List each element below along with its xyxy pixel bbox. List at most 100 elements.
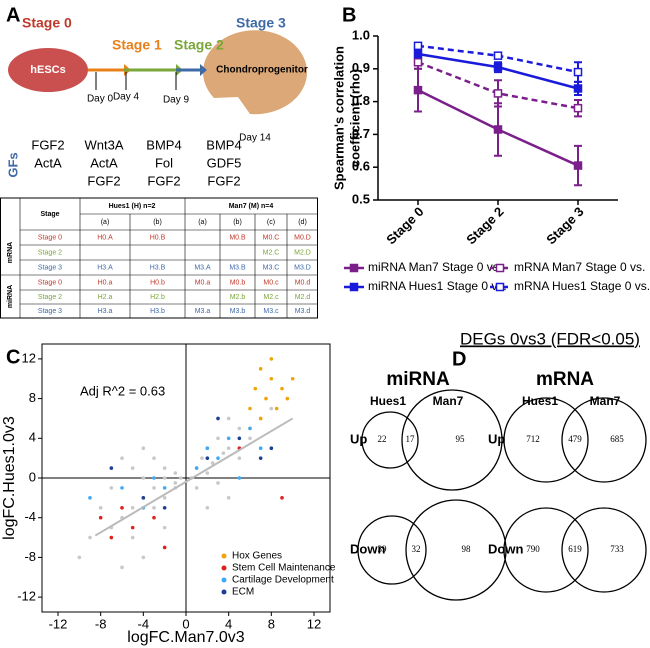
point <box>258 367 263 371</box>
marker <box>493 51 503 60</box>
point <box>216 436 220 441</box>
table-text: Stage 3 <box>38 308 62 315</box>
table-text: M2.c <box>263 294 279 301</box>
legend-label: miRNA Man7 Stage 0 vs. <box>368 260 502 274</box>
point <box>173 471 178 475</box>
point <box>162 486 167 490</box>
venn-count: 95 <box>456 434 466 444</box>
point <box>269 446 274 451</box>
point <box>130 466 135 470</box>
panel-label: C <box>6 346 20 368</box>
y-tick-label: 0.7 <box>352 126 370 141</box>
point <box>120 565 124 570</box>
point <box>205 446 210 451</box>
point <box>162 525 167 530</box>
point <box>269 406 274 411</box>
growth-factor: FGF2 <box>87 173 120 188</box>
legend-label: mRNA Man7 Stage 0 vs. <box>514 260 645 274</box>
marker <box>573 67 583 77</box>
x-tick-label: 4 <box>225 616 232 631</box>
stage-label: Stage 3 <box>236 15 286 31</box>
table-text: M3.B <box>229 264 246 271</box>
day-label: Day 14 <box>239 133 271 144</box>
table-text: Stage 2 <box>38 249 62 256</box>
table-text: M2.b <box>230 294 246 301</box>
venn-count: 712 <box>526 434 540 444</box>
table-text: H2.a <box>98 294 113 301</box>
y-tick-label: 0.9 <box>352 60 370 75</box>
group-label: mRNA <box>536 369 594 390</box>
table-text: M2.C <box>263 249 280 256</box>
y-tick-label: 0 <box>29 469 36 484</box>
table-text: (a) <box>101 219 110 226</box>
point <box>226 496 231 500</box>
column-label: Man7 <box>433 394 464 408</box>
point <box>264 396 268 401</box>
legend-label: mRNA Hues1 Stage 0 vs. <box>514 279 650 293</box>
marker <box>493 62 503 72</box>
table-text: M0.c <box>263 279 279 286</box>
end-cell-shape <box>203 30 308 115</box>
point <box>221 451 226 455</box>
table-text: mRNA <box>7 242 14 263</box>
table-text: H0.a <box>98 279 113 286</box>
marker <box>573 103 583 113</box>
table-text: M0.C <box>263 234 280 241</box>
venn-count: 685 <box>610 434 624 444</box>
table-text: M3.A <box>194 264 211 271</box>
point <box>162 505 167 510</box>
point <box>162 496 167 500</box>
point <box>205 456 210 460</box>
point <box>253 386 258 391</box>
table-text: M2.d <box>295 294 311 301</box>
legend-label: ECM <box>232 587 254 598</box>
point <box>152 456 156 460</box>
annotation: Adj R^2 = 0.63 <box>80 383 165 398</box>
day-label: Day 4 <box>113 92 140 103</box>
point <box>274 406 279 411</box>
marker <box>413 85 423 95</box>
point <box>290 376 295 381</box>
venn-count: 98 <box>462 544 472 554</box>
point <box>178 476 183 480</box>
marker <box>493 89 503 98</box>
point <box>162 476 167 480</box>
venn-circle <box>361 411 419 469</box>
point <box>216 481 220 485</box>
fit-line <box>94 417 294 537</box>
growth-factor: ActA <box>90 155 118 170</box>
point <box>226 416 231 421</box>
start-cell: hESCs <box>30 64 65 76</box>
venn-circle <box>357 515 427 585</box>
point <box>120 486 124 490</box>
point <box>258 456 263 460</box>
row-label: Up <box>350 431 367 446</box>
point <box>258 446 263 451</box>
table-text: Stage 2 <box>38 294 62 301</box>
y-tick-label: -12 <box>17 589 36 604</box>
growth-factor: Fol <box>155 155 173 170</box>
table-text: M3.C <box>263 264 280 271</box>
legend-label: Stem Cell Maintenance <box>232 563 336 574</box>
table-text: (b) <box>153 219 162 226</box>
table-text: H3.A <box>97 264 113 271</box>
legend-label: miRNA Hues1 Stage 0 vs. <box>368 279 507 293</box>
table-text: Hues1 (H) n=2 <box>109 203 156 210</box>
y-tick-label: 0.8 <box>352 93 370 108</box>
marker <box>413 41 423 51</box>
table-text: M3.D <box>294 264 311 271</box>
table-text: Man7 (M) n=4 <box>229 203 274 210</box>
growth-factor: BMP4 <box>146 137 181 152</box>
table-text: (d) <box>298 219 307 226</box>
y-tick-label: 4 <box>29 430 36 445</box>
table-text: H0.B <box>150 234 166 241</box>
point <box>269 357 274 361</box>
growth-factor: BMP4 <box>206 137 241 152</box>
table-text: Stage 0 <box>38 279 62 286</box>
y-tick-label: 0.6 <box>352 159 370 174</box>
point <box>141 496 146 500</box>
point <box>98 505 103 510</box>
table-text: (a) <box>198 219 207 226</box>
venn-count: 32 <box>412 544 421 554</box>
